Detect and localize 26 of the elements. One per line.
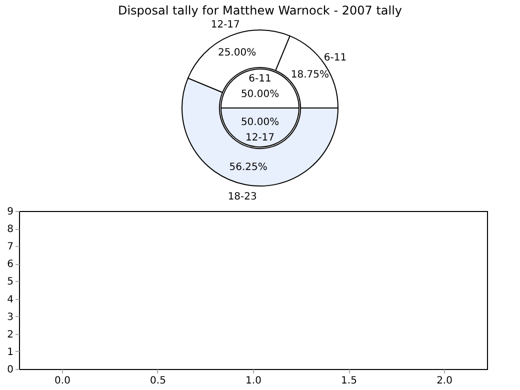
data-label: 50.00% [240, 117, 280, 128]
y-tick-label: 3 [7, 312, 14, 323]
data-label: 56.25% [229, 162, 268, 173]
y-tick-label: 2 [7, 329, 14, 340]
slice-label: 12-17 [210, 19, 240, 30]
slice-label: 6-11 [324, 52, 347, 64]
y-tick-label: 1 [7, 346, 14, 358]
slice-label: 12-17 [245, 132, 275, 144]
x-tick-label: 0.5 [150, 376, 166, 386]
data-label: 50.00% [240, 88, 280, 100]
y-tick-label: 5 [7, 276, 14, 288]
y-tick-label: 4 [7, 294, 14, 306]
slice-label: 6-11 [248, 73, 272, 84]
x-tick-label: 1.0 [246, 376, 262, 386]
x-tick-label: 0.0 [54, 376, 70, 386]
slice-label: 18-23 [228, 192, 257, 203]
y-tick-label: 7 [7, 242, 14, 253]
x-tick-label: 2.0 [436, 376, 452, 386]
y-tick-label: 9 [7, 206, 14, 218]
data-label: 18.75% [290, 70, 330, 81]
y-tick-label: 8 [7, 224, 14, 236]
y-tick-label: 6 [7, 259, 14, 270]
x-tick-label: 1.5 [341, 376, 357, 386]
data-label: 25.00% [218, 48, 256, 59]
chart-title: Disposal tally for Matthew Warnock - 2007 tally [118, 3, 402, 18]
y-tick-label: 0 [7, 364, 14, 376]
